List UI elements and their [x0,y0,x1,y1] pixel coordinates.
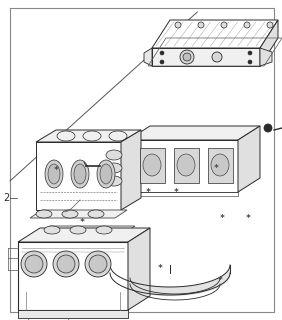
Ellipse shape [88,210,104,218]
Circle shape [25,255,43,273]
Ellipse shape [36,210,52,218]
Circle shape [267,22,273,28]
Circle shape [21,251,47,277]
Text: *: * [158,263,162,273]
Ellipse shape [62,210,78,218]
Polygon shape [100,148,128,184]
Polygon shape [38,226,135,234]
Polygon shape [152,20,278,48]
Text: *: * [173,188,179,196]
Ellipse shape [45,160,63,188]
Circle shape [160,60,164,64]
Polygon shape [140,148,165,183]
Ellipse shape [106,176,122,186]
Text: *: * [217,276,222,284]
Circle shape [244,22,250,28]
Text: *: * [219,213,224,222]
Circle shape [175,22,181,28]
Circle shape [264,124,272,132]
Ellipse shape [143,154,161,176]
Circle shape [180,50,194,64]
Polygon shape [128,140,238,192]
Text: *: * [80,218,85,227]
Text: 2: 2 [3,193,9,204]
Circle shape [53,251,79,277]
Text: *: * [246,213,250,222]
Ellipse shape [100,164,112,184]
Polygon shape [260,48,272,66]
Polygon shape [144,48,152,66]
Circle shape [198,22,204,28]
Polygon shape [152,48,260,66]
Ellipse shape [71,160,89,188]
Polygon shape [174,148,199,183]
Polygon shape [30,210,127,218]
Circle shape [248,60,252,64]
Polygon shape [238,126,260,192]
Polygon shape [18,228,150,242]
Ellipse shape [96,226,112,234]
Ellipse shape [106,163,122,173]
Text: *: * [54,165,58,174]
Polygon shape [36,142,121,210]
Text: *: * [146,188,151,196]
Ellipse shape [177,154,195,176]
Ellipse shape [44,226,60,234]
Circle shape [85,251,111,277]
Ellipse shape [211,154,229,176]
Ellipse shape [106,150,122,160]
Polygon shape [128,126,260,140]
Polygon shape [121,130,141,210]
Circle shape [160,51,164,55]
Polygon shape [208,148,233,183]
Polygon shape [18,310,128,318]
Circle shape [183,53,191,61]
Circle shape [212,52,222,62]
Text: *: * [213,164,219,172]
Ellipse shape [48,164,60,184]
Polygon shape [18,242,128,310]
Circle shape [89,255,107,273]
Ellipse shape [70,226,86,234]
Circle shape [248,51,252,55]
Polygon shape [36,130,141,142]
Circle shape [57,255,75,273]
Circle shape [221,22,227,28]
Ellipse shape [74,164,86,184]
Ellipse shape [97,160,115,188]
Polygon shape [260,20,278,66]
Polygon shape [128,228,150,310]
